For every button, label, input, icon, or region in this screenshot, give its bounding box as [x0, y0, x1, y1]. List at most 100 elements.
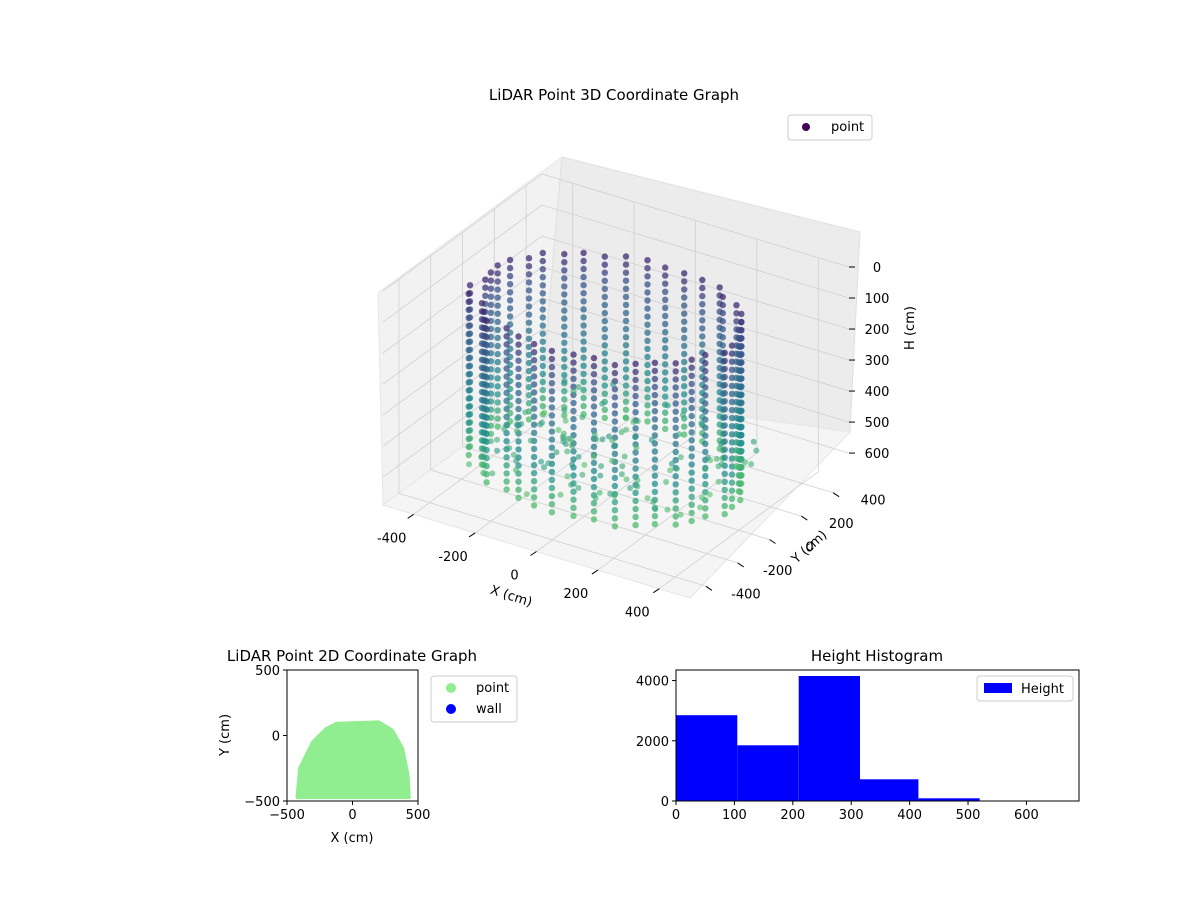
point-3d — [601, 390, 608, 397]
point-3d — [557, 491, 564, 498]
point-3d — [515, 381, 522, 389]
point-3d — [728, 471, 736, 478]
point-3d — [487, 285, 495, 292]
point-3d — [487, 301, 495, 308]
point-3d — [570, 367, 577, 374]
point-3d — [548, 452, 556, 459]
point-3d — [688, 445, 695, 452]
chart-2d: LiDAR Point 2D Coordinate Graph −500 0 500… — [218, 647, 518, 846]
tick-label-y: 200 — [829, 517, 854, 532]
legend-box — [787, 114, 873, 141]
point-3d — [611, 498, 619, 506]
point-3d — [644, 345, 651, 353]
point-3d — [580, 282, 587, 289]
point-3d — [716, 284, 723, 291]
point-3d — [530, 502, 538, 509]
point-3d — [634, 477, 641, 484]
point-3d — [702, 513, 709, 520]
point-3d — [672, 416, 679, 423]
point-3d — [530, 405, 538, 412]
point-3d — [570, 415, 577, 423]
tick-label-y: −500 — [244, 795, 280, 810]
point-3d — [622, 382, 630, 389]
point-3d — [601, 374, 608, 381]
point-3d — [738, 310, 745, 318]
tick-y — [705, 585, 713, 591]
point-3d — [539, 306, 546, 313]
point-3d — [483, 382, 490, 389]
point-3d — [644, 418, 651, 425]
point-3d — [483, 390, 490, 397]
point-3d — [590, 411, 598, 418]
point-3d — [721, 349, 728, 356]
point-3d — [568, 481, 575, 488]
point-3d — [607, 490, 614, 497]
point-3d — [728, 366, 736, 373]
point-3d — [644, 495, 651, 502]
point-3d — [728, 495, 736, 502]
point-3d — [503, 413, 510, 421]
point-3d — [570, 472, 577, 479]
chart-histogram: Height Histogram 0 100 200 300 400 500 600 0 200… — [636, 647, 1080, 823]
point-3d — [480, 308, 487, 315]
point-3d — [539, 370, 546, 378]
tick-label-x: 100 — [722, 808, 747, 823]
point-3d — [738, 463, 745, 471]
point-3d — [738, 383, 745, 390]
point-3d — [632, 384, 639, 392]
chart-hist-title: Height Histogram — [811, 647, 943, 665]
point-3d — [530, 478, 538, 485]
point-3d — [699, 276, 706, 284]
point-3d — [728, 431, 736, 438]
point-3d — [738, 439, 745, 447]
point-3d — [611, 369, 619, 377]
point-3d — [570, 448, 577, 455]
point-3d — [530, 413, 538, 420]
tick-y — [801, 515, 808, 521]
tick-label-x: 0 — [672, 808, 680, 823]
point-3d — [728, 479, 736, 486]
point-3d — [525, 375, 533, 383]
point-3d — [632, 513, 639, 521]
point-3d — [644, 257, 651, 264]
point-3d — [548, 355, 556, 363]
point-3d — [465, 355, 472, 362]
point-3d — [634, 483, 641, 490]
point-3d — [728, 406, 736, 414]
point-3d — [601, 277, 608, 284]
point-3d — [662, 353, 669, 360]
point-3d — [570, 423, 577, 431]
point-3d — [632, 400, 639, 408]
point-3d — [580, 330, 587, 337]
point-3d — [530, 381, 538, 388]
tick-label-z: 0 — [873, 261, 881, 276]
point-3d — [494, 447, 500, 454]
point-3d — [716, 397, 723, 404]
point-3d — [716, 292, 723, 299]
point-3d — [483, 462, 490, 470]
point-3d — [662, 337, 669, 344]
tick-label-y: 0 — [805, 541, 813, 556]
point-3d — [733, 439, 740, 446]
point-3d — [702, 440, 709, 447]
point-3d — [681, 399, 688, 406]
point-3d — [702, 392, 709, 399]
point-3d — [593, 436, 599, 443]
point-3d — [651, 383, 659, 391]
point-3d — [622, 366, 630, 373]
tick-x — [468, 532, 476, 538]
point-3d — [716, 300, 723, 307]
point-3d — [699, 317, 706, 324]
point-3d — [699, 341, 706, 348]
ticks-2d: −500 0 500 −500 0 500 — [244, 664, 430, 823]
point-3d — [465, 322, 472, 330]
point-3d — [728, 382, 736, 390]
point-3d — [494, 383, 501, 390]
point-3d — [728, 503, 736, 510]
point-3d — [611, 426, 619, 433]
point-3d — [632, 392, 639, 400]
point-3d — [630, 419, 637, 425]
point-3d — [530, 373, 538, 380]
point-3d — [483, 414, 490, 421]
point-3d — [610, 443, 617, 450]
